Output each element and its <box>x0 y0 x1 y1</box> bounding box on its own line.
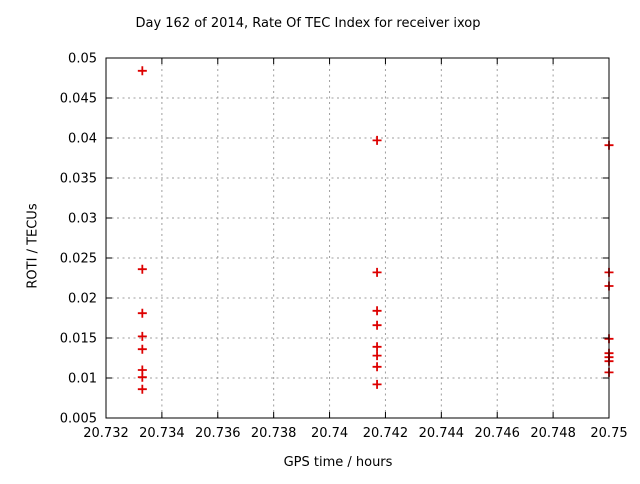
y-tick-label: 0.01 <box>68 372 97 387</box>
y-tick-label: 0.015 <box>60 332 97 347</box>
y-tick-label: 0.02 <box>68 292 97 307</box>
data-point-marker <box>137 308 147 318</box>
y-axis-label: ROTI / TECUs <box>25 203 41 289</box>
data-point-marker <box>372 362 382 372</box>
x-tick-label: 20.742 <box>363 426 409 441</box>
data-point-marker <box>137 344 147 354</box>
data-point-marker <box>372 342 382 352</box>
data-point-marker <box>372 267 382 277</box>
data-point-marker <box>137 331 147 341</box>
x-tick-label: 20.738 <box>251 426 297 441</box>
x-tick-label: 20.748 <box>530 426 576 441</box>
y-tick-label: 0.005 <box>60 412 97 427</box>
data-point-marker <box>137 372 147 382</box>
plot-border <box>105 57 610 419</box>
x-tick-label: 20.736 <box>195 426 241 441</box>
y-tick-label: 0.035 <box>60 172 97 187</box>
data-point-marker <box>372 320 382 330</box>
x-axis-label: GPS time / hours <box>283 455 393 470</box>
x-tick-label: 20.75 <box>590 426 627 441</box>
y-tick-label: 0.04 <box>68 132 97 147</box>
y-tick-label: 0.05 <box>68 52 97 67</box>
y-tick-label: 0.025 <box>60 252 97 267</box>
data-point-marker <box>137 264 147 274</box>
x-tick-label: 20.74 <box>311 426 348 441</box>
x-tick-label: 20.732 <box>83 426 129 441</box>
data-point-marker <box>372 135 382 145</box>
data-point-marker <box>137 66 147 76</box>
data-point-marker <box>372 379 382 389</box>
data-point-marker <box>137 384 147 394</box>
x-tick-label: 20.734 <box>139 426 185 441</box>
x-tick-label: 20.746 <box>474 426 520 441</box>
y-tick-label: 0.045 <box>60 92 97 107</box>
chart-title: Day 162 of 2014, Rate Of TEC Index for r… <box>135 16 481 31</box>
x-tick-label: 20.744 <box>419 426 465 441</box>
y-tick-label: 0.03 <box>68 212 97 227</box>
data-point-marker <box>372 351 382 361</box>
data-point-marker <box>372 306 382 316</box>
